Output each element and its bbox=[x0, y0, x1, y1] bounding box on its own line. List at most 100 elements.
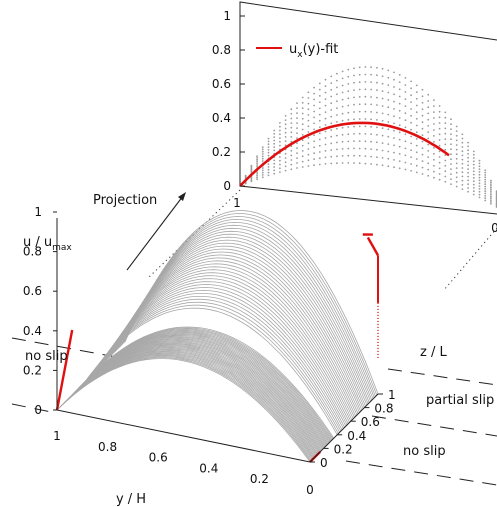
projection-dot bbox=[450, 173, 452, 176]
projection-dot bbox=[273, 149, 276, 152]
projection-dot bbox=[347, 154, 350, 157]
projection-dot bbox=[296, 117, 298, 119]
projection-dot bbox=[455, 171, 458, 174]
projection-dot bbox=[421, 173, 424, 175]
projection-dot bbox=[267, 154, 270, 157]
projection-dot bbox=[290, 117, 293, 120]
projection-dot bbox=[341, 112, 344, 115]
z-axis-label: z / L bbox=[420, 345, 447, 360]
projection-dot bbox=[376, 111, 378, 114]
projection-dot bbox=[336, 114, 338, 116]
projection-dot bbox=[472, 183, 475, 186]
projection-dot bbox=[467, 190, 469, 193]
projection-x-tick-right: 0 bbox=[491, 221, 497, 235]
projection-dot bbox=[330, 142, 333, 145]
projection-dot bbox=[433, 135, 435, 137]
projection-dot bbox=[347, 126, 350, 128]
projection-dot bbox=[301, 96, 304, 99]
projection-dot bbox=[353, 81, 355, 84]
projection-dot bbox=[415, 158, 418, 160]
projection-dot bbox=[427, 168, 430, 171]
projection-dot bbox=[370, 66, 372, 69]
projection-dot bbox=[330, 135, 333, 138]
projection-dot bbox=[307, 97, 310, 99]
projection-dot bbox=[341, 126, 344, 129]
projection-dot bbox=[438, 110, 441, 113]
projection-dot bbox=[490, 199, 492, 202]
projection-dot bbox=[364, 81, 367, 83]
x-axis-tick-label: 0.2 bbox=[250, 472, 269, 486]
projection-dot bbox=[444, 116, 447, 119]
projection-dot bbox=[279, 159, 281, 162]
projection-dot bbox=[370, 133, 372, 136]
projection-dot bbox=[455, 130, 458, 133]
projection-dot bbox=[484, 183, 487, 186]
projection-dot bbox=[324, 156, 327, 159]
projection-dot bbox=[484, 197, 487, 200]
projection-dot bbox=[336, 141, 338, 144]
projection-dot bbox=[387, 113, 390, 116]
projection-dot bbox=[467, 171, 469, 174]
projection-dot bbox=[370, 81, 372, 83]
projection-dot bbox=[444, 154, 447, 157]
y-axis bbox=[56, 409, 311, 463]
projection-dot bbox=[301, 101, 304, 104]
projection-dot bbox=[461, 162, 464, 165]
u-axis-tick-label: 0 bbox=[34, 403, 42, 417]
projection-y-ticks: 0 0.2 0.4 0.6 0.8 1 bbox=[212, 9, 245, 193]
projection-dot bbox=[267, 146, 270, 149]
surface-plot: 00.20.40.60.8110.80.60.40.2000.20.40.60.… bbox=[11, 205, 497, 497]
projection-dot bbox=[478, 193, 481, 196]
projection-dot bbox=[467, 164, 469, 167]
projection-dot bbox=[261, 171, 264, 174]
projection-dot bbox=[415, 144, 418, 147]
projection-dot bbox=[478, 173, 481, 176]
projection-dot bbox=[353, 133, 355, 135]
region-dash-lines bbox=[11, 337, 497, 486]
x-axis-label: y / H bbox=[116, 492, 146, 507]
projection-dot bbox=[313, 134, 315, 137]
projection-dot bbox=[433, 152, 435, 155]
projection-dot bbox=[296, 127, 298, 129]
projection-dot bbox=[381, 97, 384, 100]
projection-dot bbox=[444, 175, 447, 178]
u-axis-tick-label: 0.8 bbox=[23, 245, 42, 259]
x-axis-tick-label: 1 bbox=[53, 429, 61, 443]
projection-dot bbox=[307, 142, 310, 145]
projection-dot bbox=[324, 130, 327, 133]
projection-dot bbox=[313, 92, 315, 95]
projection-dot bbox=[427, 112, 430, 115]
projection-dot bbox=[341, 162, 344, 164]
projection-dot bbox=[256, 155, 258, 158]
projection-dot bbox=[358, 154, 361, 157]
projection-dot bbox=[358, 81, 361, 84]
projection-dot bbox=[347, 133, 350, 136]
projection-dot bbox=[341, 77, 344, 80]
projection-dot bbox=[336, 155, 338, 158]
projection-dot bbox=[490, 193, 492, 196]
projection-dot bbox=[301, 139, 304, 142]
projection-dot bbox=[427, 137, 430, 140]
projection-dot bbox=[410, 149, 412, 152]
projection-dot bbox=[450, 168, 452, 171]
region-partial-slip-label: partial slip bbox=[426, 393, 494, 408]
projection-dot bbox=[478, 176, 481, 179]
projection-dot bbox=[455, 185, 458, 188]
projection-dot bbox=[301, 107, 304, 110]
projection-dot bbox=[336, 93, 338, 96]
projection-dot bbox=[404, 140, 407, 143]
projection-dot bbox=[324, 117, 327, 120]
velocity-profile bbox=[57, 357, 312, 462]
projection-dot bbox=[279, 167, 281, 170]
projection-dot bbox=[364, 88, 367, 91]
projection-dot bbox=[484, 171, 487, 174]
projection-dot bbox=[444, 138, 447, 141]
projection-dot bbox=[444, 159, 447, 162]
projection-dot bbox=[427, 118, 430, 121]
projection-dot bbox=[290, 126, 293, 129]
projection-dot bbox=[307, 91, 310, 94]
projection-dot bbox=[478, 196, 481, 199]
z-axis bbox=[309, 393, 379, 463]
projection-dot bbox=[376, 74, 378, 77]
projection-dot bbox=[398, 138, 401, 141]
